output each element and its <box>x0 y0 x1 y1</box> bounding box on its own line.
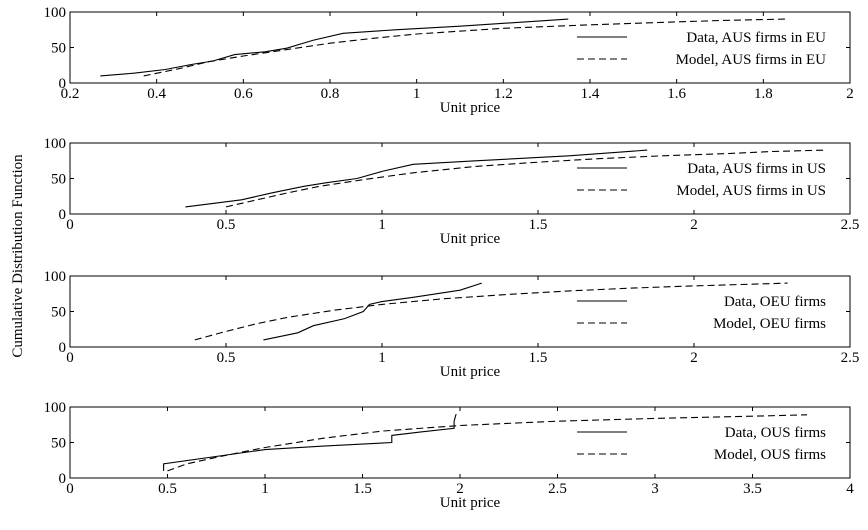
legend: Data, AUS firms in US Model, AUS firms in… <box>577 161 826 199</box>
x-tick-label: 1.5 <box>529 350 548 366</box>
x-axis-label: Unit price <box>440 364 501 380</box>
y-tick-label: 100 <box>44 136 67 152</box>
x-tick-label: 2 <box>456 481 464 497</box>
series-line-model <box>143 18 786 77</box>
series-line-data <box>185 149 648 208</box>
x-tick-label: 0.8 <box>321 86 340 102</box>
legend-entry: Model, AUS firms in US <box>676 183 826 199</box>
x-tick-label: 2 <box>690 217 698 233</box>
x-tick-label: 2 <box>690 350 698 366</box>
legend-entry: Data, AUS firms in EU <box>686 30 826 46</box>
x-tick-label: 1 <box>378 350 386 366</box>
legend-entry: Model, OEU firms <box>713 316 826 332</box>
x-tick-label: 1.8 <box>754 86 773 102</box>
series-line-data <box>163 413 457 471</box>
y-tick-label: 100 <box>44 269 67 285</box>
legend: Data, OEU firms Model, OEU firms <box>577 294 826 332</box>
chart-panel-2: 0 0.5 1 1.5 2 2.5 0 50 100 Unit price Data, AUS fi… <box>44 136 860 247</box>
x-tick-label: 1 <box>261 481 269 497</box>
x-tick-label: 2.5 <box>841 217 860 233</box>
x-tick-label: 1.5 <box>529 217 548 233</box>
plot-frame <box>69 11 851 84</box>
x-tick-label: 3.5 <box>743 481 762 497</box>
x-tick-label: 2.5 <box>841 350 860 366</box>
legend-entry: Model, AUS firms in EU <box>676 52 827 68</box>
y-tick-label: 50 <box>51 436 66 452</box>
y-tick-label: 0 <box>59 207 67 223</box>
legend: Data, AUS firms in EU Model, AUS firms in… <box>577 30 826 68</box>
y-tick-label: 0 <box>59 340 67 356</box>
y-tick-label: 50 <box>51 305 66 321</box>
series-line-data <box>263 282 482 341</box>
x-tick-label: 1.2 <box>494 86 513 102</box>
chart-panel-3: 0 0.5 1 1.5 2 2.5 0 50 100 Unit price Data, OEU fi… <box>44 269 860 380</box>
plot-frame <box>69 406 851 479</box>
x-axis-label: Unit price <box>440 231 501 247</box>
x-tick-label: 0.4 <box>147 86 166 102</box>
legend: Data, OUS firms Model, OUS firms <box>577 425 826 463</box>
series-line-model <box>167 414 808 472</box>
x-tick-label: 0.5 <box>217 217 236 233</box>
legend-entry: Data, AUS firms in US <box>687 161 826 177</box>
x-tick-label: 1.5 <box>353 481 372 497</box>
legend-entry: Data, OEU firms <box>724 294 826 310</box>
x-tick-label: 1.6 <box>667 86 686 102</box>
legend-entry: Model, OUS firms <box>714 447 826 463</box>
y-axis-label: Cumulative Distribution Function <box>10 154 26 358</box>
x-axis-label: Unit price <box>440 100 501 116</box>
x-tick-label: 3 <box>651 481 659 497</box>
x-tick-label: 1 <box>378 217 386 233</box>
x-tick-label: 2.5 <box>548 481 567 497</box>
y-tick-label: 0 <box>59 76 67 92</box>
x-tick-label: 0.5 <box>217 350 236 366</box>
chart-panel-4: 0 0.5 1 1.5 2 2.5 3 3.5 4 0 50 100 Unit price Data, O… <box>44 400 855 511</box>
x-tick-label: 4 <box>846 481 854 497</box>
x-tick-label: 1 <box>413 86 421 102</box>
x-tick-label: 1.4 <box>581 86 600 102</box>
x-tick-label: 0.6 <box>234 86 253 102</box>
series-line-model <box>225 149 826 208</box>
x-tick-label: 0.2 <box>61 86 80 102</box>
chart-panel-1: 0.2 0.4 0.6 0.8 1 1.2 1.4 1.6 1.8 2 0 50 100 Unit pri… <box>44 5 854 116</box>
legend-entry: Data, OUS firms <box>725 425 826 441</box>
x-tick-label: 0 <box>66 350 74 366</box>
y-tick-label: 50 <box>51 41 66 57</box>
series-line-data <box>100 18 569 77</box>
y-tick-label: 50 <box>51 172 66 188</box>
x-tick-label: 2 <box>846 86 854 102</box>
series-line-model <box>194 282 788 341</box>
plot-frame <box>69 275 851 348</box>
y-tick-label: 100 <box>44 5 67 21</box>
x-tick-label: 0 <box>66 481 74 497</box>
x-axis-label: Unit price <box>440 495 501 511</box>
y-tick-label: 100 <box>44 400 67 416</box>
x-tick-label: 0 <box>66 217 74 233</box>
x-tick-label: 0.5 <box>158 481 177 497</box>
y-tick-label: 0 <box>59 471 67 487</box>
